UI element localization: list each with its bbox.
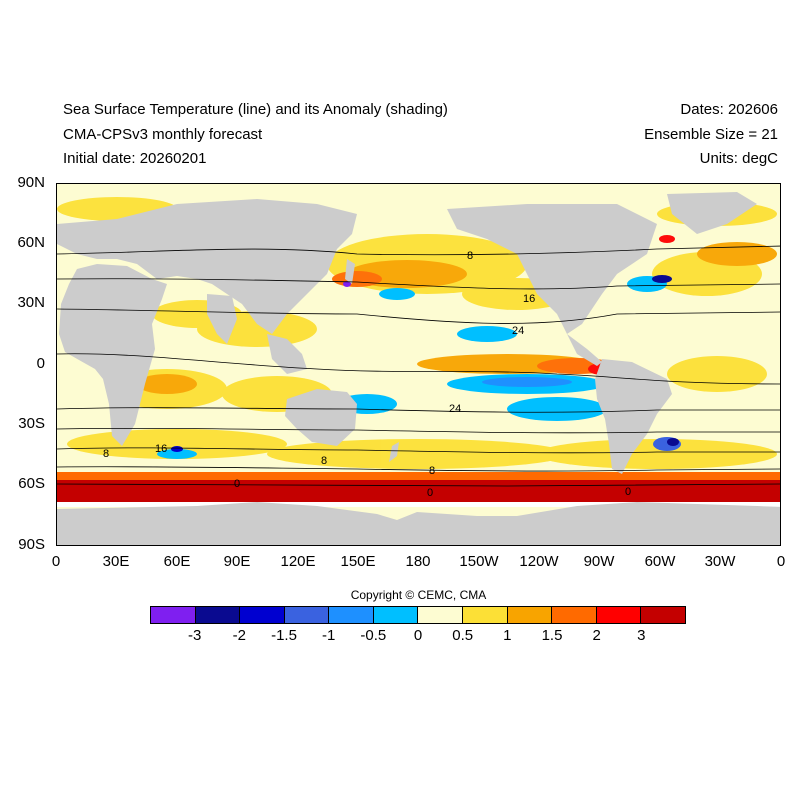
colorbar-swatch bbox=[151, 607, 196, 623]
contour-label: 24 bbox=[512, 325, 524, 337]
india bbox=[207, 294, 237, 344]
initial-date: Initial date: 20260201 bbox=[63, 150, 207, 167]
contour-label: 0 bbox=[625, 486, 631, 498]
colorbar bbox=[150, 606, 686, 624]
model-name: CMA-CPSv3 monthly forecast bbox=[63, 126, 263, 143]
maritime-continent bbox=[267, 334, 307, 374]
contour-label: 0 bbox=[427, 487, 433, 499]
ensemble-size: Ensemble Size = 21 bbox=[644, 126, 778, 143]
lon-tick-label: 0 bbox=[776, 553, 786, 570]
copyright-notice: Copyright © CEMC, CMA bbox=[350, 588, 487, 602]
colorbar-tick-label: -1.5 bbox=[271, 627, 297, 644]
lat-tick-label: 60S bbox=[18, 475, 45, 492]
lon-tick-label: 120E bbox=[280, 553, 316, 570]
colorbar-swatch bbox=[463, 607, 508, 623]
north-america bbox=[447, 204, 657, 334]
colorbar-swatch bbox=[641, 607, 685, 623]
contour-label: 24 bbox=[449, 403, 461, 415]
units-label: Units: degC bbox=[699, 150, 778, 167]
colorbar-tick-label: 3 bbox=[637, 627, 646, 644]
antarctica bbox=[57, 502, 780, 545]
forecast-dates: Dates: 202606 bbox=[680, 101, 778, 118]
lon-tick-label: 30E bbox=[102, 553, 130, 570]
lon-tick-label: 90W bbox=[583, 553, 615, 570]
colorbar-swatch bbox=[373, 607, 419, 623]
colorbar-swatch bbox=[552, 607, 597, 623]
colorbar-tick-label: -2 bbox=[232, 627, 246, 644]
contour-label: 8 bbox=[103, 448, 109, 460]
colorbar-tick-label: 1 bbox=[503, 627, 512, 644]
central-america bbox=[567, 334, 602, 366]
lon-tick-label: 180 bbox=[405, 553, 431, 570]
colorbar-swatch bbox=[195, 607, 241, 623]
lon-tick-label: 30W bbox=[704, 553, 736, 570]
lon-tick-label: 0 bbox=[51, 553, 61, 570]
lat-tick-label: 0 bbox=[36, 355, 45, 372]
colorbar-swatch bbox=[240, 607, 285, 623]
lat-tick-label: 90N bbox=[17, 174, 45, 191]
lat-tick-label: 30N bbox=[17, 294, 45, 311]
lon-tick-label: 90E bbox=[223, 553, 251, 570]
colorbar-swatch bbox=[507, 607, 553, 623]
contour-label: 16 bbox=[523, 293, 535, 305]
lon-tick-label: 120W bbox=[519, 553, 559, 570]
lon-tick-label: 150W bbox=[459, 553, 499, 570]
southern-ocean-warm-band bbox=[57, 480, 780, 502]
contour-label: 16 bbox=[155, 443, 167, 455]
greenland bbox=[667, 192, 757, 234]
contour-label: 0 bbox=[234, 478, 240, 490]
south-america bbox=[595, 359, 672, 474]
japan bbox=[345, 259, 355, 284]
map-title: Sea Surface Temperature (line) and its A… bbox=[63, 101, 448, 118]
sst-anomaly-map: 8 16 24 24 16 8 0 0 0 8 8 bbox=[56, 183, 781, 546]
contour-label: 8 bbox=[321, 455, 327, 467]
colorbar-tick-label: -1 bbox=[321, 627, 336, 644]
lat-tick-label: 90S bbox=[18, 536, 45, 553]
colorbar-swatch bbox=[329, 607, 374, 623]
contour-label: 8 bbox=[467, 250, 473, 262]
colorbar-tick-label: 0 bbox=[413, 627, 423, 644]
colorbar-tick-label: 2 bbox=[592, 627, 601, 644]
new-zealand bbox=[389, 442, 399, 462]
lat-tick-label: 30S bbox=[18, 415, 45, 432]
lat-tick-label: 60N bbox=[17, 234, 45, 251]
australia bbox=[285, 389, 357, 446]
eurasia bbox=[57, 199, 357, 334]
colorbar-tick-label: 1.5 bbox=[541, 627, 563, 644]
colorbar-swatch bbox=[418, 607, 464, 623]
sst-contours bbox=[57, 245, 780, 487]
colorbar-swatch bbox=[596, 607, 642, 623]
lon-tick-label: 60W bbox=[644, 553, 676, 570]
lon-tick-label: 150E bbox=[340, 553, 376, 570]
colorbar-tick-label: 0.5 bbox=[452, 627, 474, 644]
lon-tick-label: 60E bbox=[163, 553, 191, 570]
colorbar-tick-label: -3 bbox=[187, 627, 202, 644]
colorbar-swatch bbox=[284, 607, 330, 623]
contour-label: 8 bbox=[429, 465, 435, 477]
colorbar-tick-label: -0.5 bbox=[360, 627, 387, 644]
